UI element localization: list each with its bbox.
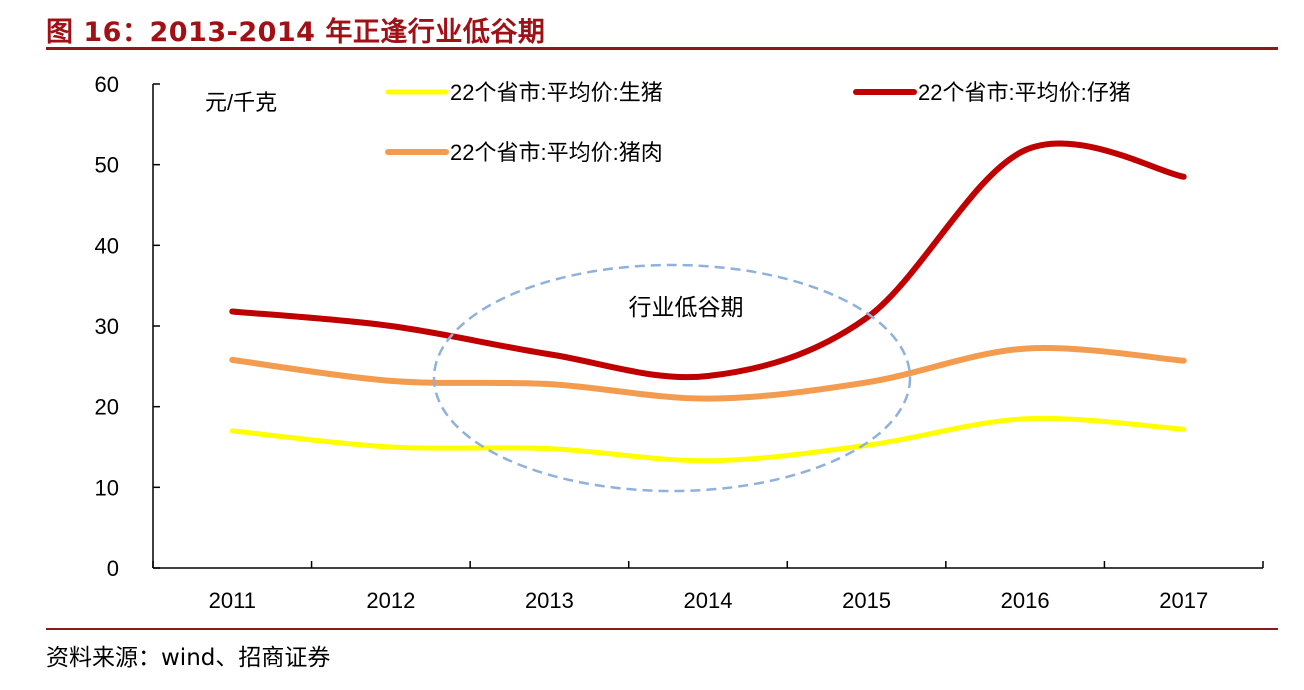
x-tick-label: 2016 xyxy=(1001,588,1050,613)
x-tick-label: 2011 xyxy=(209,588,256,613)
y-tick-label: 10 xyxy=(95,475,119,500)
legend: 22个省市:平均价:生猪 22个省市:平均价:仔猪 22个省市:平均价:猪肉 xyxy=(385,80,1131,165)
x-tick-label: 2017 xyxy=(1159,588,1208,613)
y-tick-label: 40 xyxy=(95,233,119,258)
legend-label-3: 22个省市:平均价:猪肉 xyxy=(450,140,663,165)
figure-title: 图 16：2013-2014 年正逢行业低谷期 xyxy=(46,17,546,48)
series-layer xyxy=(229,140,1187,464)
y-tick-label: 30 xyxy=(95,314,119,339)
series-line-2 xyxy=(229,140,1187,381)
y-tick-label: 60 xyxy=(95,72,119,97)
y-tick-label: 0 xyxy=(107,556,119,581)
legend-label-1: 22个省市:平均价:生猪 xyxy=(450,80,663,105)
trough-period-annotation: 行业低谷期 xyxy=(629,294,744,320)
title-rule xyxy=(46,47,1278,50)
x-tick-label: 2013 xyxy=(525,588,574,613)
source-rule xyxy=(46,628,1278,630)
y-axis: 0 10 20 30 40 50 60 xyxy=(95,72,160,581)
legend-label-2: 22个省市:平均价:仔猪 xyxy=(918,80,1131,105)
series-line-1 xyxy=(229,415,1187,464)
x-axis: 2011 2012 2013 2014 2015 2016 2017 xyxy=(152,561,1264,613)
source-note: 资料来源：wind、招商证券 xyxy=(46,645,331,671)
y-tick-label: 20 xyxy=(95,395,119,420)
x-tick-label: 2012 xyxy=(366,588,415,613)
trough-period-ellipse xyxy=(432,263,912,493)
series-line-3 xyxy=(229,345,1187,402)
x-tick-label: 2015 xyxy=(842,588,891,613)
y-axis-unit-label: 元/千克 xyxy=(205,90,277,115)
x-tick-label: 2014 xyxy=(684,588,733,613)
y-tick-label: 50 xyxy=(95,153,119,178)
